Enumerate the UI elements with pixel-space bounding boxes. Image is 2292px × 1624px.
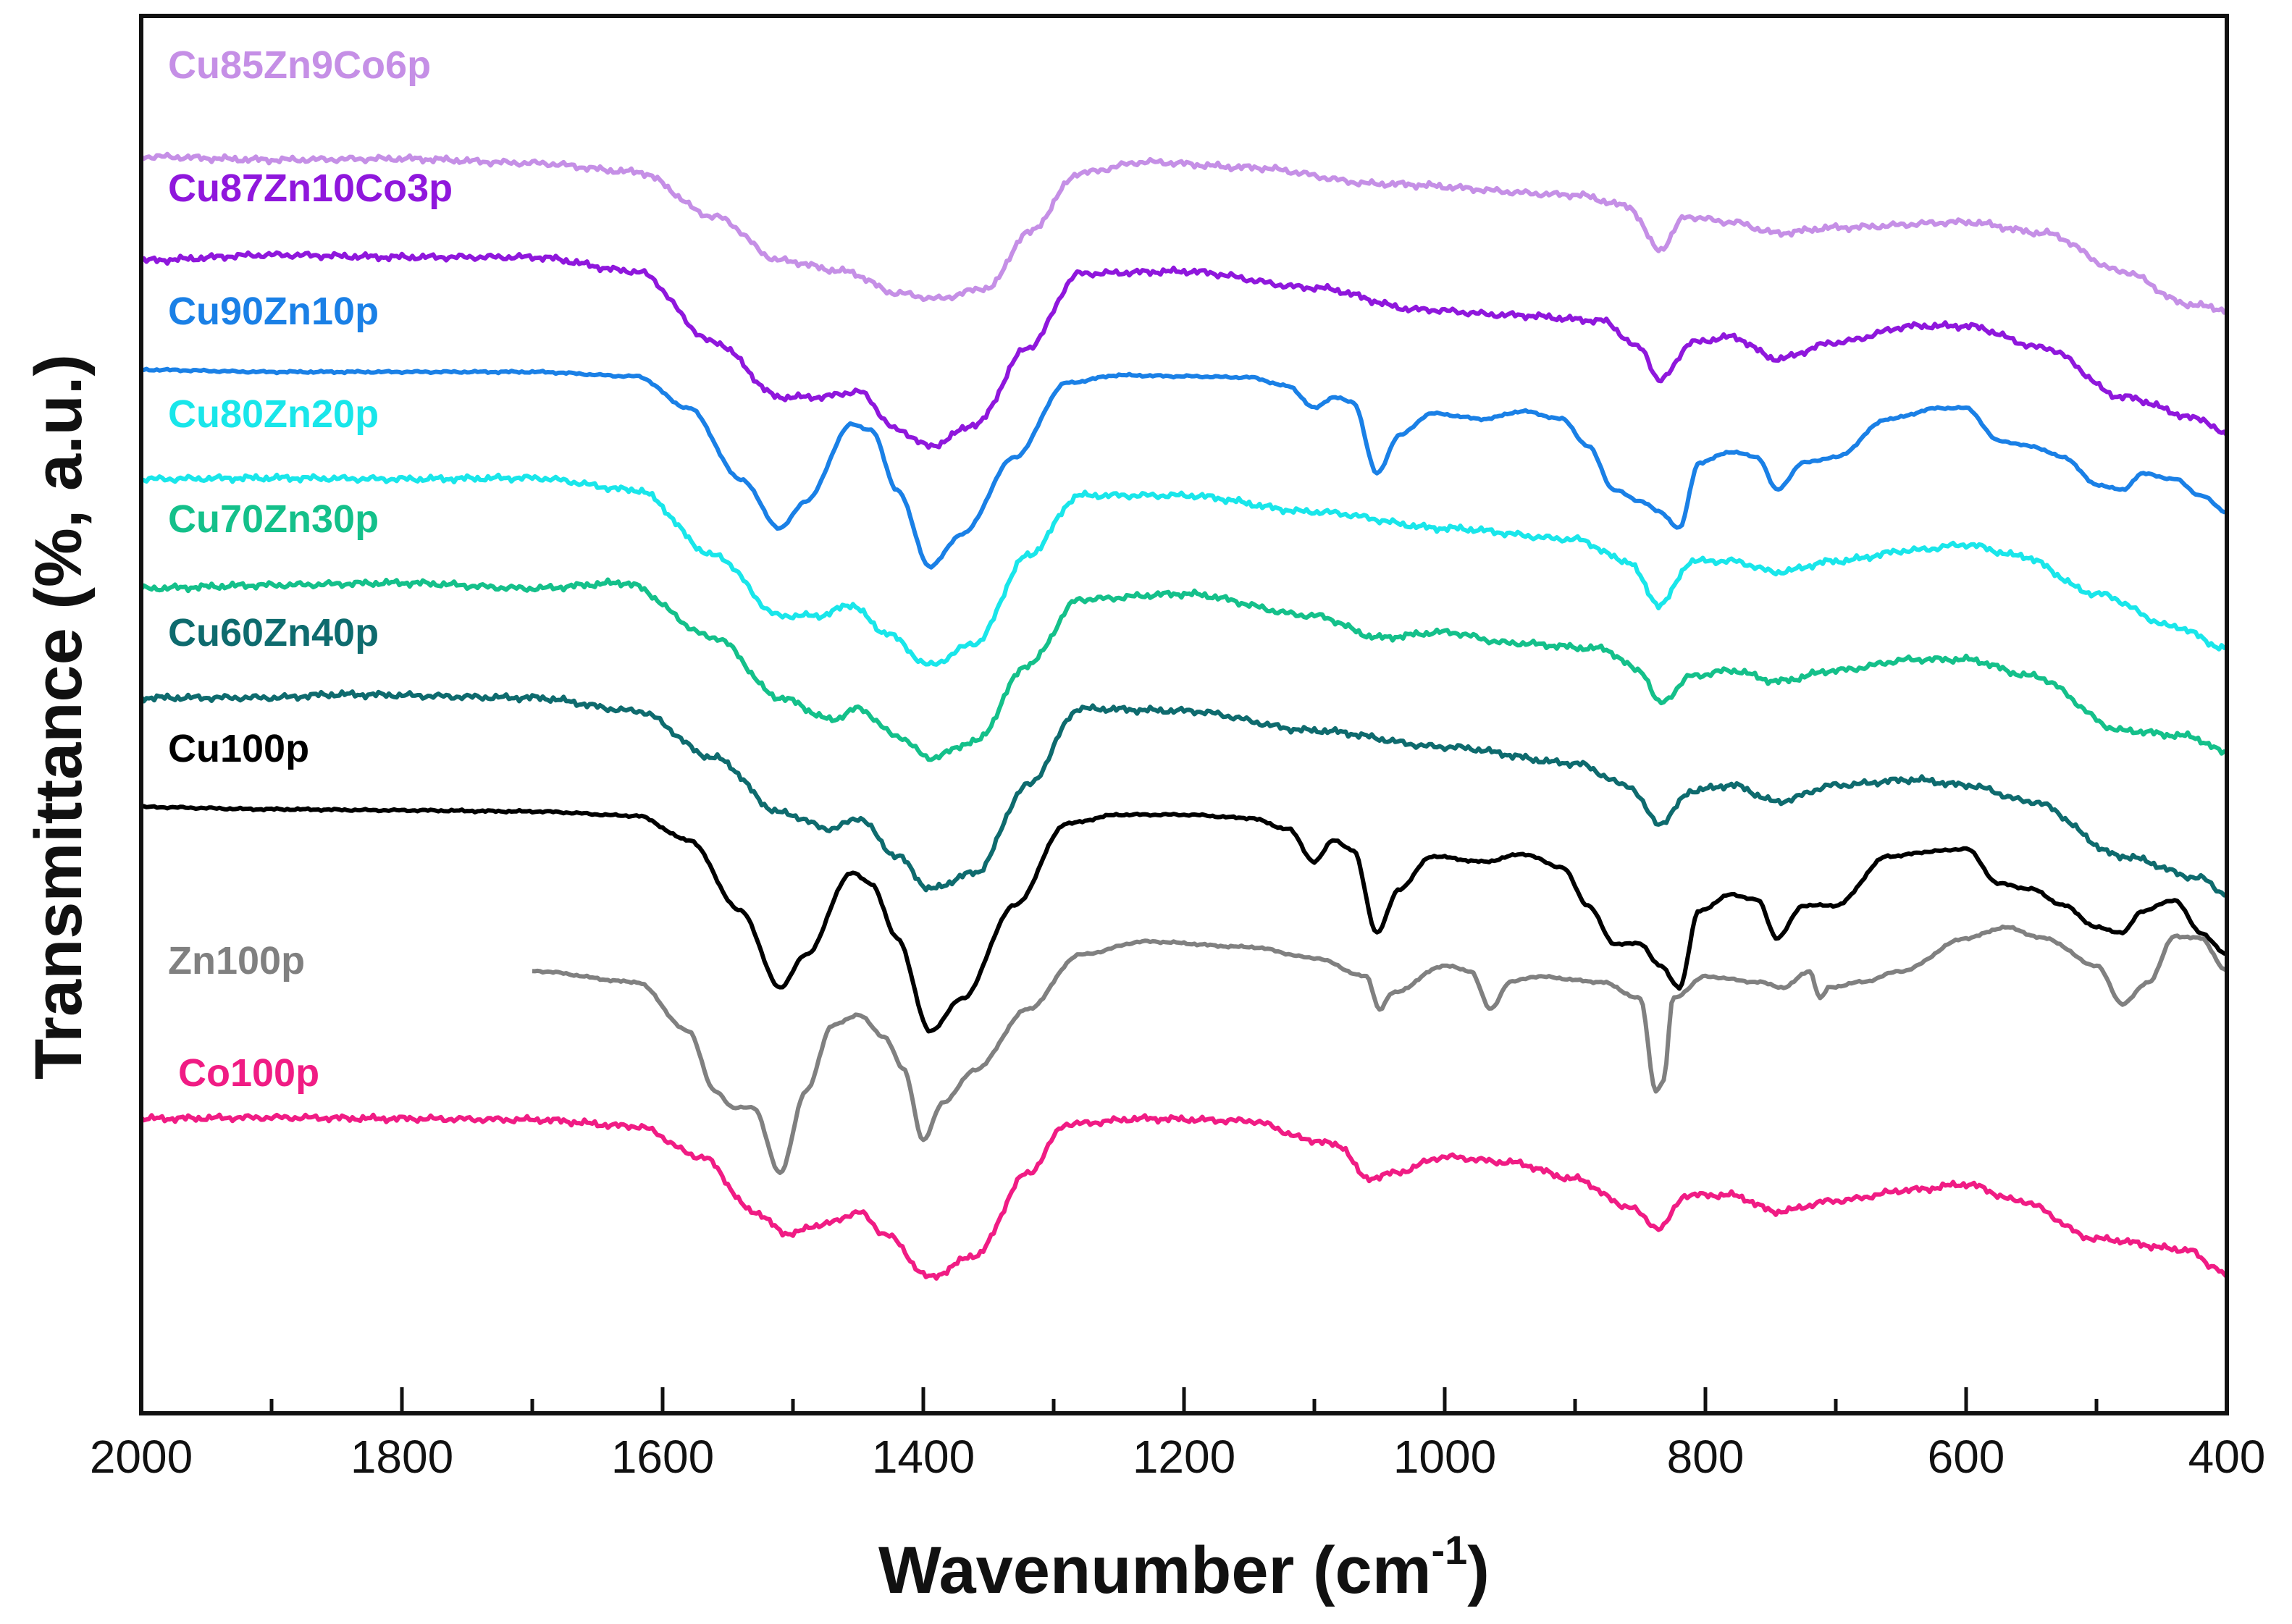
x-axis-title: Wavenumber (cm-1) xyxy=(878,1527,1490,1607)
series-label-Cu70Zn30p: Cu70Zn30p xyxy=(168,497,379,541)
series-label-Co100p: Co100p xyxy=(178,1051,319,1095)
x-tick-label: 1000 xyxy=(1393,1431,1496,1483)
series-label-Cu100p: Cu100p xyxy=(168,727,309,770)
x-axis-title-superscript: -1 xyxy=(1432,1527,1468,1573)
x-tick-label: 2000 xyxy=(90,1431,193,1483)
series-line-Cu70Zn30p xyxy=(139,577,2228,762)
series-label-Cu60Zn40p: Cu60Zn40p xyxy=(168,611,379,655)
series-line-Cu100p xyxy=(140,804,2228,1034)
series-label-Cu90Zn10p: Cu90Zn10p xyxy=(168,290,379,333)
series-label-Cu80Zn20p: Cu80Zn20p xyxy=(168,392,379,436)
x-ticks: 2000 1800 1600 1400 1200 1000 800 600 400 xyxy=(90,1387,2266,1483)
series-line-Zn100p xyxy=(532,924,2228,1175)
x-tick-label: 1400 xyxy=(872,1431,975,1483)
series-labels: Cu85Zn9Co6p Cu87Zn10Co3p Cu90Zn10p Cu80Zn20… xyxy=(168,43,453,1095)
x-tick-label: 1600 xyxy=(611,1431,714,1483)
series-line-Cu87Zn10Co3p xyxy=(139,250,2229,450)
series-label-Cu87Zn10Co3p: Cu87Zn10Co3p xyxy=(168,167,453,210)
series-curves xyxy=(139,151,2229,1281)
series-line-Cu60Zn40p xyxy=(139,689,2228,898)
series-line-Cu85Zn9Co6p xyxy=(140,151,2229,315)
y-axis-title: Transmittance (%, a.u.) xyxy=(22,354,96,1080)
series-label-Cu85Zn9Co6p: Cu85Zn9Co6p xyxy=(168,43,431,87)
x-tick-label: 1200 xyxy=(1133,1431,1235,1483)
series-label-Zn100p: Zn100p xyxy=(168,939,305,983)
series-line-Cu80Zn20p xyxy=(140,472,2228,667)
series-line-Cu90Zn10p xyxy=(140,366,2227,570)
x-axis-title-main: Wavenumber (cm xyxy=(878,1533,1431,1607)
x-tick-label: 400 xyxy=(2188,1431,2266,1483)
x-tick-label: 1800 xyxy=(350,1431,453,1483)
series-line-Co100p xyxy=(139,1112,2229,1281)
x-axis-title-close: ) xyxy=(1467,1533,1490,1607)
x-tick-label: 800 xyxy=(1667,1431,1745,1483)
x-tick-label: 600 xyxy=(1928,1431,2005,1483)
